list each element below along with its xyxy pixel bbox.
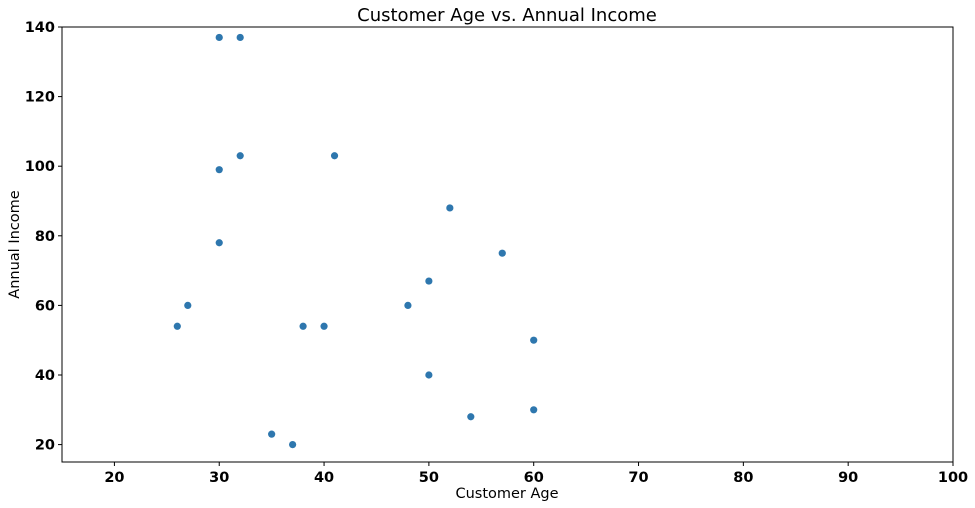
scatter-point [425, 371, 433, 379]
y-tick-label: 40 [35, 368, 55, 384]
x-tick-label: 70 [628, 470, 648, 486]
scatter-point [236, 33, 244, 42]
x-axis: 20 30 40 50 60 70 80 90 100 [104, 462, 968, 486]
x-tick-label: 100 [938, 470, 968, 486]
y-tick-label: 120 [25, 90, 55, 106]
scatter-point [215, 166, 223, 174]
scatter-point [404, 301, 412, 309]
scatter-point [530, 406, 538, 414]
y-tick-label: 140 [25, 20, 55, 36]
scatter-point [173, 322, 181, 330]
y-tick-label: 60 [35, 298, 55, 314]
y-axis-label: Annual Income [7, 190, 23, 298]
x-tick-label: 30 [209, 470, 229, 486]
scatter-point [330, 152, 339, 160]
scatter-point [425, 277, 433, 285]
scatter-point [215, 33, 223, 42]
scatter-point [215, 239, 223, 247]
scatter-point [289, 441, 297, 449]
plot-frame [61, 26, 954, 463]
scatter-point [268, 430, 276, 438]
scatter-point [184, 301, 192, 309]
scatter-point [446, 204, 454, 212]
x-axis-label: Customer Age [455, 486, 558, 502]
x-tick-label: 80 [733, 470, 753, 486]
y-tick-label: 80 [35, 229, 55, 245]
x-tick-label: 90 [838, 470, 858, 486]
x-tick-label: 50 [419, 470, 439, 486]
scatter-point [236, 152, 244, 160]
scatter-point [498, 249, 506, 257]
y-tick-label: 20 [35, 438, 55, 454]
chart-title: Customer Age vs. Annual Income [357, 5, 657, 26]
plot-area [173, 33, 538, 449]
x-tick-label: 20 [104, 470, 124, 486]
x-tick-label: 40 [314, 470, 334, 486]
y-axis: 20 40 60 80 100 120 140 [25, 20, 62, 454]
scatter-point [299, 322, 307, 330]
scatter-point [467, 413, 475, 421]
x-tick-label: 60 [524, 470, 544, 486]
scatter-point [530, 336, 538, 344]
y-tick-label: 100 [25, 159, 55, 175]
scatter-point [320, 322, 328, 330]
